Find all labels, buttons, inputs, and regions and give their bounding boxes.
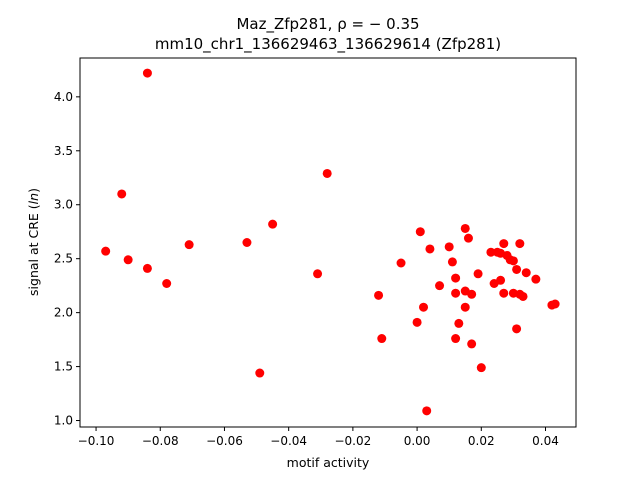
y-tick-label: 1.5 (54, 360, 73, 374)
y-axis-ticks: 1.0 1.5 2.0 2.5 3.0 3.5 4.0 (54, 90, 80, 428)
data-point (242, 238, 252, 247)
data-point (499, 239, 509, 249)
data-point (396, 258, 406, 268)
data-point (521, 268, 531, 278)
data-point (486, 247, 496, 257)
data-point (451, 288, 461, 298)
data-point (496, 275, 506, 285)
data-point (422, 406, 432, 416)
x-tick-label: −0.08 (142, 434, 179, 448)
data-point (425, 244, 435, 254)
data-point (447, 257, 457, 267)
x-tick-label: −0.04 (270, 434, 307, 448)
x-tick-label: 0.00 (404, 434, 431, 448)
y-tick-label: 2.0 (54, 306, 73, 320)
y-tick-label: 3.0 (54, 198, 73, 212)
data-point (412, 317, 422, 327)
data-point (454, 318, 464, 328)
y-tick-label: 2.5 (54, 252, 73, 266)
data-point (473, 269, 483, 279)
data-point (142, 263, 152, 273)
data-point (508, 256, 518, 266)
data-point (162, 279, 172, 288)
data-point (467, 289, 477, 299)
data-point (451, 273, 461, 283)
data-point (476, 363, 486, 373)
y-axis-label: signal at CRE (ln) (26, 188, 41, 296)
data-point (101, 246, 111, 256)
data-point (268, 219, 278, 229)
y-axis-label-close: ) (26, 188, 41, 193)
data-point (512, 324, 522, 334)
data-point (499, 288, 509, 298)
data-point (419, 302, 429, 312)
data-point (374, 290, 384, 300)
x-tick-label: 0.02 (468, 434, 495, 448)
data-point (460, 223, 470, 233)
y-axis-label-unit: ln (26, 193, 41, 204)
y-tick-label: 1.0 (54, 414, 73, 428)
y-tick-label: 4.0 (54, 90, 73, 104)
data-point (313, 269, 323, 279)
data-point (460, 302, 470, 312)
data-point (444, 242, 454, 252)
data-point (518, 291, 528, 301)
data-point (184, 240, 194, 250)
data-point (435, 281, 445, 291)
data-point (415, 227, 425, 237)
data-points (101, 68, 560, 416)
data-point (322, 168, 332, 178)
data-point (451, 334, 461, 344)
data-point (377, 334, 387, 344)
x-tick-label: −0.10 (78, 434, 115, 448)
data-point (463, 233, 473, 243)
data-point (550, 299, 560, 309)
y-axis-label-text: signal at CRE ( (26, 204, 41, 296)
x-tick-label: −0.02 (334, 434, 371, 448)
data-point (117, 189, 127, 199)
data-point (467, 339, 477, 349)
y-tick-label: 3.5 (54, 144, 73, 158)
data-point (531, 274, 541, 284)
data-point (515, 239, 525, 249)
x-tick-label: 0.04 (532, 434, 559, 448)
data-point (255, 368, 265, 378)
data-point (142, 68, 152, 78)
x-axis-ticks: −0.10 −0.08 −0.06 −0.04 −0.02 0.00 0.02 0.04 (78, 427, 559, 448)
plot-frame (79, 57, 577, 428)
chart-title-line2: mm10_chr1_136629463_136629614 (Zfp281) (155, 35, 501, 54)
x-tick-label: −0.06 (206, 434, 243, 448)
chart-title-line1: Maz_Zfp281, ρ = − 0.35 (236, 15, 419, 34)
x-axis-label: motif activity (287, 455, 370, 470)
data-point (512, 264, 522, 274)
data-point (123, 255, 133, 265)
